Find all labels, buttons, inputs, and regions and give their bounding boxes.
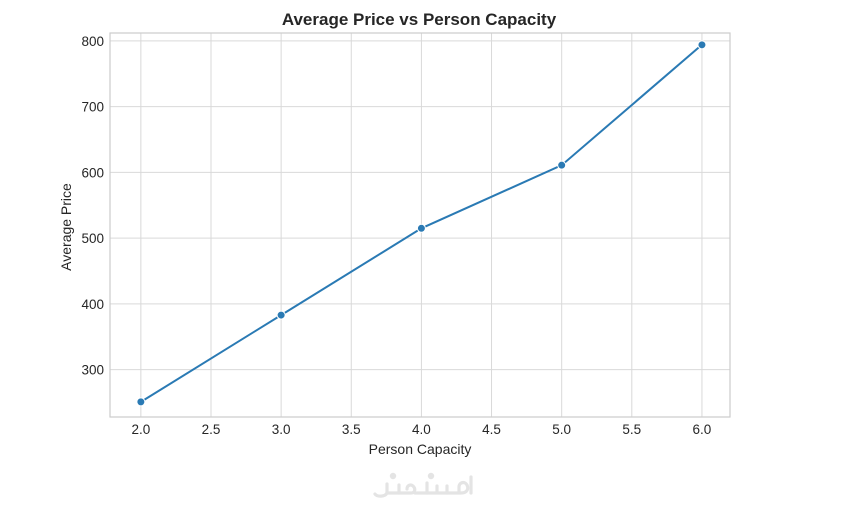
x-axis-label: Person Capacity xyxy=(369,441,472,457)
x-tick-label: 2.0 xyxy=(131,422,150,437)
x-tick-label: 4.5 xyxy=(482,422,501,437)
data-point xyxy=(276,310,286,320)
y-tick-label: 300 xyxy=(81,363,104,378)
x-tick-label: 5.0 xyxy=(552,422,571,437)
y-tick-label: 500 xyxy=(81,231,104,246)
data-point xyxy=(697,40,707,50)
x-axis-ticks: 2.0 2.5 3.0 3.5 4.0 4.5 5.0 5.5 6.0 xyxy=(131,422,711,437)
data-point xyxy=(136,397,146,407)
x-tick-label: 5.5 xyxy=(622,422,641,437)
y-tick-label: 600 xyxy=(81,165,104,180)
y-axis-ticks: 300 400 500 600 700 800 xyxy=(81,34,104,378)
x-tick-label: 3.5 xyxy=(342,422,361,437)
data-point xyxy=(557,160,567,170)
series-group xyxy=(136,40,707,407)
data-point xyxy=(416,223,426,233)
y-axis-label: Average Price xyxy=(58,183,74,271)
x-tick-label: 3.0 xyxy=(272,422,291,437)
plot-frame xyxy=(109,32,731,418)
grid xyxy=(110,33,730,417)
y-tick-label: 700 xyxy=(81,100,104,115)
y-tick-label: 800 xyxy=(81,34,104,49)
x-tick-label: 2.5 xyxy=(202,422,221,437)
chart-title: Average Price vs Person Capacity xyxy=(282,10,557,29)
y-tick-label: 400 xyxy=(81,297,104,312)
x-tick-label: 4.0 xyxy=(412,422,431,437)
x-tick-label: 6.0 xyxy=(693,422,712,437)
khamsat-watermark-logo xyxy=(371,468,477,502)
